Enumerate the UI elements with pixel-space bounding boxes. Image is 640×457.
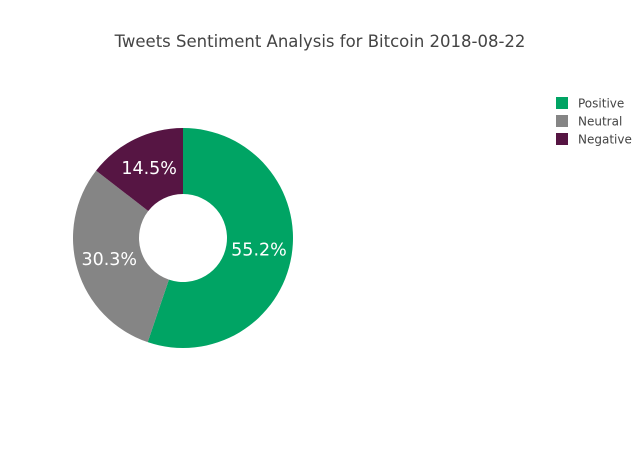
slice-label-positive: 55.2% [231, 241, 287, 261]
chart-title: Tweets Sentiment Analysis for Bitcoin 20… [114, 32, 526, 51]
donut-slices [72, 127, 293, 348]
slice-label-negative: 14.5% [121, 159, 177, 179]
slice-negative[interactable] [96, 127, 183, 212]
legend-label-negative: Negative [578, 133, 632, 147]
legend[interactable]: Positive Neutral Negative [556, 97, 632, 147]
legend-swatch-negative [556, 133, 568, 145]
slice-positive[interactable] [147, 128, 293, 348]
legend-label-positive: Positive [578, 97, 624, 111]
legend-swatch-positive [556, 97, 568, 109]
legend-label-neutral: Neutral [578, 115, 622, 129]
legend-item-positive[interactable]: Positive [556, 97, 624, 111]
slice-neutral[interactable] [72, 170, 169, 343]
legend-item-neutral[interactable]: Neutral [556, 115, 622, 129]
legend-item-negative[interactable]: Negative [556, 133, 632, 147]
legend-swatch-neutral [556, 115, 568, 127]
slice-label-neutral: 30.3% [81, 250, 137, 270]
slice-labels: 55.2% 30.3% 14.5% [81, 159, 286, 270]
